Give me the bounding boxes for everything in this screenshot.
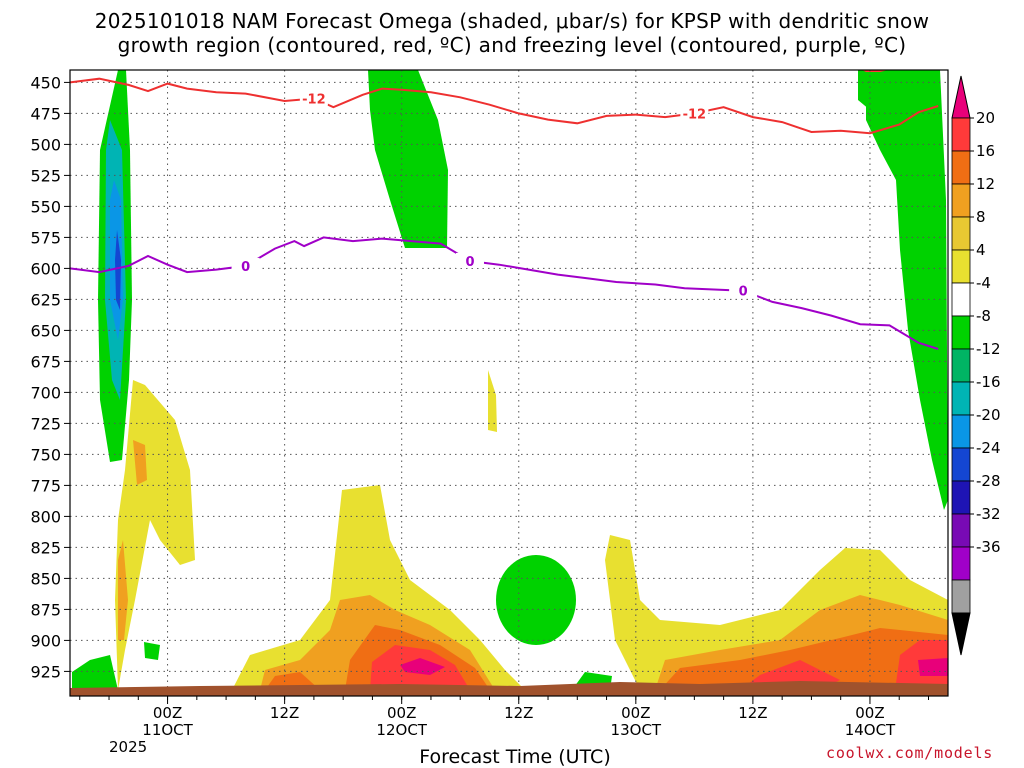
omega-region-ascent-small xyxy=(144,642,160,660)
gridlines xyxy=(70,70,948,690)
colorbar-swatch xyxy=(951,447,971,482)
colorbar-bottom-arrow xyxy=(951,612,971,656)
y-tick-label: 850 xyxy=(30,569,61,588)
x-tick-date-label: 12OCT xyxy=(376,721,427,739)
contour-label-background xyxy=(680,105,709,121)
x-tick-label: 12Z xyxy=(270,704,299,722)
y-tick-label: 675 xyxy=(30,352,61,371)
plot-frame xyxy=(69,69,949,697)
x-axis-title: Forecast Time (UTC) xyxy=(419,746,611,768)
dendritic-contour-line xyxy=(70,77,939,135)
omega-region-ascent-surface-left xyxy=(72,655,118,690)
y-tick-label: 750 xyxy=(30,445,61,464)
colorbar-swatch xyxy=(951,216,971,251)
colorbar-tick-label: -32 xyxy=(976,505,1001,523)
omega-region-max-mid xyxy=(400,658,445,675)
x-tick-label: 00Z xyxy=(621,704,650,722)
y-tick-label: 625 xyxy=(30,290,61,309)
y-tick-label: 525 xyxy=(30,166,61,185)
colorbar-swatch xyxy=(951,249,971,284)
y-tick-label: 800 xyxy=(30,507,61,526)
colorbar-tick-label: -12 xyxy=(976,340,1001,358)
colorbar-tick-label: 4 xyxy=(976,241,986,259)
colorbar-tick-label: -36 xyxy=(976,538,1001,556)
y-tick-label: 550 xyxy=(30,197,61,216)
contour-label-background xyxy=(729,282,758,298)
contour-label-background xyxy=(231,257,260,273)
omega-region-max-right xyxy=(918,658,948,676)
colorbar-swatch xyxy=(951,183,971,218)
colorbar-swatch xyxy=(951,282,971,317)
x-tick-date-label: 13OCT xyxy=(611,721,662,739)
colorbar-tick-label: 16 xyxy=(976,142,995,160)
colorbar-swatch xyxy=(951,579,971,614)
y-tick-label: 825 xyxy=(30,538,61,557)
colorbar-tick-label: -28 xyxy=(976,472,1001,490)
colorbar-tick-label: 12 xyxy=(976,175,995,193)
omega-region-ascent-right xyxy=(866,70,948,510)
colorbar: 20 16 12 8 4 -4 -8 -12 -16 -20 -24 -28 -32 -36 xyxy=(951,75,1001,656)
colorbar-top-arrow xyxy=(951,75,971,119)
colorbar-swatch xyxy=(951,414,971,449)
y-tick-label: 475 xyxy=(30,104,61,123)
ground-terrain xyxy=(70,681,948,696)
colorbar-swatch xyxy=(951,381,971,416)
colorbar-tick-label: -16 xyxy=(976,373,1001,391)
colorbar-swatch xyxy=(951,348,971,383)
omega-region-descent-left-inner xyxy=(133,440,147,485)
contours: -12 -12 0 0 0 xyxy=(70,77,939,350)
x-tick-label: 00Z xyxy=(855,704,884,722)
x-tick-label: 00Z xyxy=(153,704,182,722)
omega-region-descent-sliver xyxy=(488,370,497,432)
x-tick-date-label: 14OCT xyxy=(845,721,896,739)
source-credit: coolwx.com/models xyxy=(826,744,994,762)
contour-label-background xyxy=(455,252,484,268)
colorbar-swatch xyxy=(951,546,971,581)
contour-label: 0 xyxy=(465,255,474,270)
contour-label-background xyxy=(299,90,328,106)
y-tick-label: 775 xyxy=(30,476,61,495)
contour-label: -12 xyxy=(302,93,326,108)
colorbar-tick-label: 20 xyxy=(976,109,995,127)
colorbar-swatch xyxy=(951,117,971,152)
colorbar-swatch xyxy=(951,480,971,515)
y-tick-label: 725 xyxy=(30,414,61,433)
y-tick-label: 500 xyxy=(30,135,61,154)
omega-region-ascent-lower-mid xyxy=(496,555,576,645)
y-tick-label: 700 xyxy=(30,383,61,402)
y-tick-label: 575 xyxy=(30,228,61,247)
colorbar-tick-label: -24 xyxy=(976,439,1001,457)
x-tick-date-label: 11OCT xyxy=(142,721,193,739)
colorbar-swatch xyxy=(951,150,971,185)
y-tick-label: 450 xyxy=(30,73,61,92)
chart-title-line-2: growth region (contoured, red, ºC) and f… xyxy=(117,33,907,57)
contour-label: 0 xyxy=(241,260,250,275)
contour-label: -12 xyxy=(683,107,707,122)
y-tick-label: 600 xyxy=(30,259,61,278)
colorbar-swatch xyxy=(951,315,971,350)
contour-label: 0 xyxy=(739,285,748,300)
colorbar-tick-label: -8 xyxy=(976,307,991,325)
omega-region-ascent-upper-mid xyxy=(368,70,448,248)
y-tick-label: 875 xyxy=(30,600,61,619)
y-tick-label: 925 xyxy=(30,662,61,681)
colorbar-tick-label: -20 xyxy=(976,406,1001,424)
y-tick-label: 650 xyxy=(30,321,61,340)
omega-region-descent-left-core xyxy=(118,540,128,640)
y-tick-label: 900 xyxy=(30,631,61,650)
omega-region-descent-right-band xyxy=(660,628,948,690)
omega-region-ascent-left-darkblue xyxy=(115,230,121,310)
x-axis-year-label: 2025 xyxy=(109,738,148,756)
colorbar-swatch xyxy=(951,513,971,548)
colorbar-tick-label: -4 xyxy=(976,274,991,292)
chart-title-line-1: 2025101018 NAM Forecast Omega (shaded, μ… xyxy=(94,9,930,33)
x-tick-label: 12Z xyxy=(738,704,767,722)
x-tick-label: 12Z xyxy=(504,704,533,722)
colorbar-tick-label: 8 xyxy=(976,208,986,226)
x-tick-label: 00Z xyxy=(387,704,416,722)
y-axis: 450 475 500 525 550 575 600 625 650 675 700 725 750 7… xyxy=(30,73,70,681)
